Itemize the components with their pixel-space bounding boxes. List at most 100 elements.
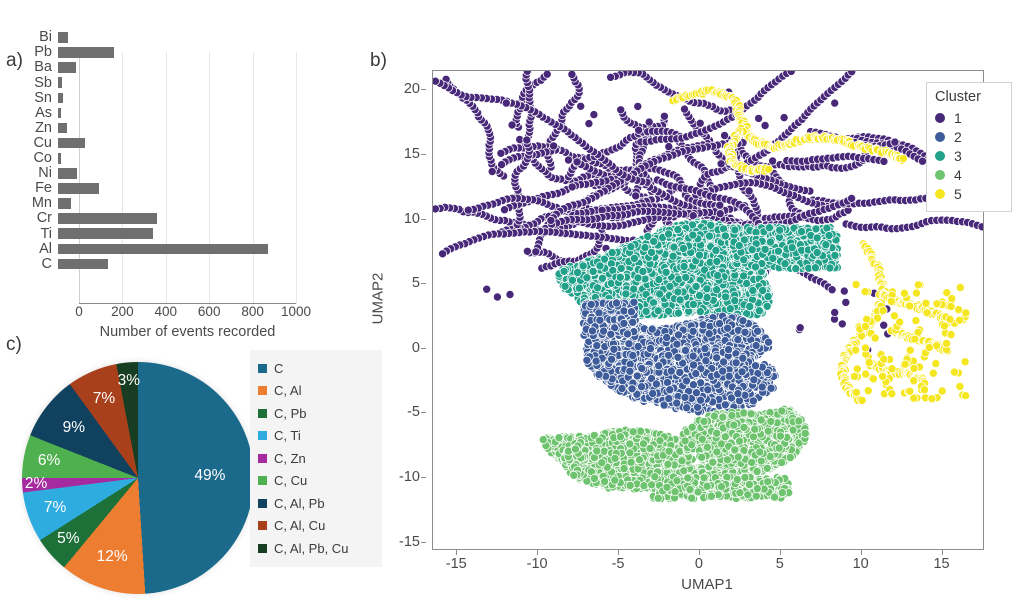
bar-track xyxy=(58,60,300,75)
bar-track xyxy=(58,105,300,120)
x-tick-label: 15 xyxy=(933,556,950,572)
bar-category-label: As xyxy=(35,104,52,121)
bar-category-label: Co xyxy=(33,150,52,167)
y-tick-label: -15 xyxy=(399,533,420,550)
legend-dot xyxy=(935,150,945,161)
pie-slice-value: 49% xyxy=(194,466,226,484)
x-tick-label: 600 xyxy=(197,304,221,319)
bar-track xyxy=(58,166,300,181)
legend-dot xyxy=(935,112,945,123)
bar-fill xyxy=(58,92,64,104)
bar-row: C xyxy=(0,256,300,271)
bar-track xyxy=(58,256,300,271)
x-tick-label: 0 xyxy=(694,556,703,572)
umap-cluster-legend: Cluster 1 2 3 4 5 xyxy=(926,82,1012,212)
umap-legend-label: 2 xyxy=(954,128,962,145)
x-tick-mark xyxy=(456,550,458,555)
pie-legend-label: C, Cu xyxy=(274,473,308,489)
umap-legend-items: 1 2 3 4 5 xyxy=(935,108,1003,203)
pie-legend-label: C, Pb xyxy=(274,405,307,421)
bar-fill xyxy=(58,107,61,119)
y-tick-mark xyxy=(421,89,426,91)
x-tick-mark xyxy=(779,550,781,555)
legend-swatch xyxy=(258,543,267,553)
x-tick-label: -5 xyxy=(611,556,625,572)
bar-fill xyxy=(58,168,78,179)
bar-category-label: Fe xyxy=(35,180,52,197)
bar-category-label: Zn xyxy=(35,119,52,136)
panel-b-label: b) xyxy=(370,50,387,71)
panel-b-umap-scatter: b) -15 -10 -5 0 5 10 15 20 -15 -10 -5 0 5 10 15 UMAP1… xyxy=(360,20,1024,605)
pie-legend-label: C, Al, Pb, Cu xyxy=(274,540,349,556)
y-tick-label: 20 xyxy=(403,81,420,98)
legend-swatch xyxy=(258,386,267,396)
legend-dot xyxy=(935,131,945,142)
bar-category-label: Cu xyxy=(33,134,52,151)
y-tick-mark xyxy=(421,153,426,155)
y-tick-label: -10 xyxy=(399,468,420,485)
pie-slice-value: 5% xyxy=(57,530,80,548)
legend-dot xyxy=(935,169,945,180)
bar-row: Mn xyxy=(0,196,300,211)
bar-fill xyxy=(58,137,86,149)
legend-swatch xyxy=(258,453,267,463)
legend-swatch xyxy=(258,363,267,373)
bar-track xyxy=(58,241,300,256)
bar-row: Co xyxy=(0,151,300,166)
bar-track xyxy=(58,75,300,90)
x-tick-label: 5 xyxy=(775,556,784,572)
umap-x-axis-label: UMAP1 xyxy=(681,576,733,593)
bar-chart-y-axis-line xyxy=(79,52,80,304)
x-tick-mark xyxy=(698,550,700,555)
umap-legend-item: 1 xyxy=(935,108,1003,127)
bar-category-label: Sb xyxy=(34,74,52,91)
bar-fill xyxy=(58,258,108,270)
pie-slice-value: 2% xyxy=(24,475,48,493)
x-tick-label: 400 xyxy=(154,304,178,319)
bar-chart-bars: Bi Pb Ba Sb Sn As Zn Cu Co Ni Fe Mn Cr Ti Al C xyxy=(0,30,300,272)
x-tick-mark xyxy=(860,550,862,555)
bar-track xyxy=(58,45,300,60)
umap-legend-label: 4 xyxy=(954,166,962,183)
x-tick-label: 800 xyxy=(241,304,264,319)
umap-points xyxy=(433,71,983,504)
umap-legend-item: 3 xyxy=(935,146,1003,165)
panel-a-bar-chart: a) Bi Pb Ba Sb Sn As Zn Cu Co Ni Fe Mn Cr Ti Al C 0 200 4… xyxy=(0,22,330,340)
y-tick-label: 5 xyxy=(411,275,420,292)
x-tick-label: -10 xyxy=(526,556,548,572)
bar-fill xyxy=(58,213,157,224)
y-tick-label: 0 xyxy=(411,339,420,356)
bar-chart-x-axis-label: Number of events recorded xyxy=(99,324,276,340)
y-tick-mark xyxy=(421,476,426,478)
pie-legend-item: C, Pb xyxy=(258,402,376,425)
bar-row: Sb xyxy=(0,75,300,90)
bar-fill xyxy=(58,198,72,209)
pie-legend-label: C xyxy=(274,360,284,376)
pie-legend-label: C, Ti xyxy=(274,428,301,444)
x-tick-mark xyxy=(618,550,620,555)
bar-track xyxy=(58,90,300,105)
pie-legend-label: C, Al, Pb xyxy=(274,495,325,511)
x-tick-mark xyxy=(537,550,539,555)
bar-category-label: Al xyxy=(39,240,52,257)
y-tick-mark xyxy=(421,347,426,349)
bar-row: Fe xyxy=(0,181,300,196)
pie-legend-label: C, Al, Cu xyxy=(274,518,326,534)
bar-track xyxy=(58,181,300,196)
bar-row: Ba xyxy=(0,60,300,75)
bar-row: Bi xyxy=(0,30,300,45)
bar-category-label: Mn xyxy=(31,195,52,212)
y-tick-mark xyxy=(421,283,426,285)
umap-y-axis-label: UMAP2 xyxy=(369,272,387,325)
legend-swatch xyxy=(258,476,267,486)
bar-fill xyxy=(58,243,269,255)
x-tick-mark xyxy=(941,550,943,555)
umap-legend-label: 5 xyxy=(954,185,962,202)
bar-fill xyxy=(58,77,62,89)
bar-row: Cr xyxy=(0,211,300,226)
bar-row: Sn xyxy=(0,90,300,105)
pie-slice-value: 7% xyxy=(92,390,116,408)
bar-track xyxy=(58,226,300,241)
umap-legend-item: 4 xyxy=(935,165,1003,184)
pie-legend-item: C, Al, Pb xyxy=(258,492,376,515)
